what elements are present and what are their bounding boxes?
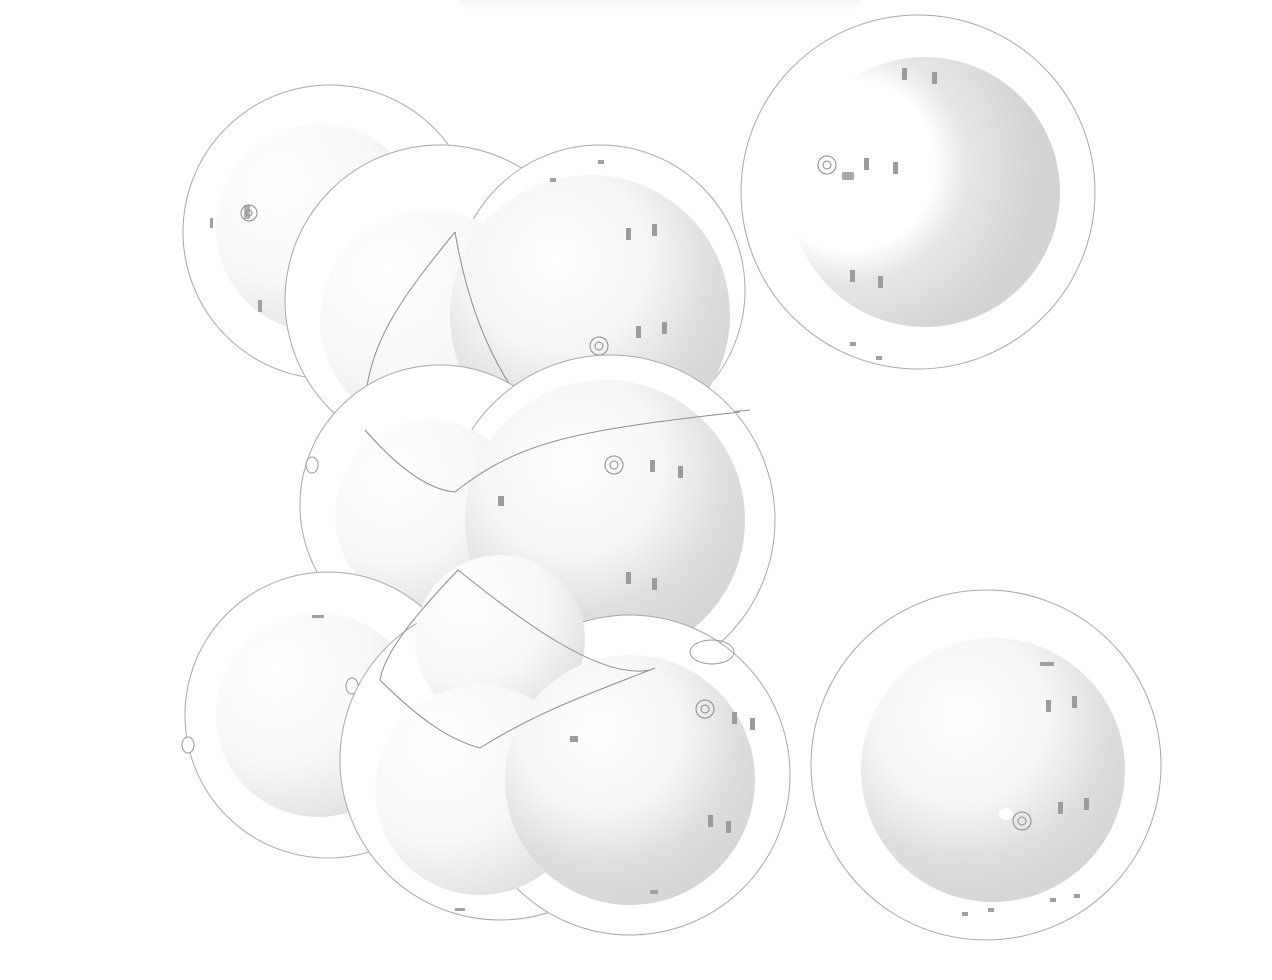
cell-top-center-pair (284, 144, 751, 456)
cell-bottom-right (810, 589, 1162, 941)
top-edge-blur (460, 0, 860, 8)
cell-top-right (740, 14, 1096, 370)
cell-bottom-center-pair (339, 555, 791, 936)
